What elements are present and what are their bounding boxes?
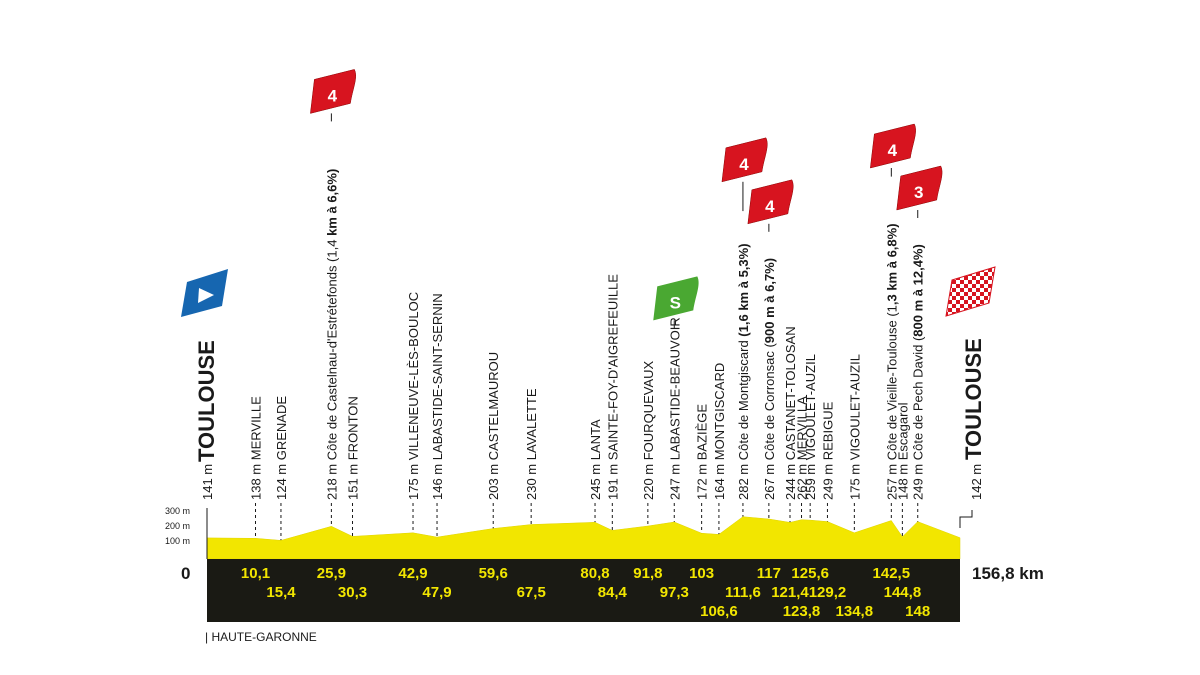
sprint-flag-icon: S <box>653 276 699 329</box>
km-marker: 84,4 <box>598 584 628 601</box>
flag-shape <box>747 179 794 225</box>
flag-shape <box>870 123 916 169</box>
waypoint-label: 244 m CASTANET-TOLOSAN <box>783 326 798 500</box>
km-markers: 10,1 15,4 25,9 30,3 42,9 47,9 59,6 67,5 80,8 84,4… <box>241 565 930 620</box>
km-marker: 25,9 <box>317 565 346 582</box>
waypoint-label: 267 m Côte de Corronsac (900 m à 6,7%) <box>762 258 777 500</box>
region-label: | HAUTE-GARONNE <box>205 630 317 644</box>
km-marker: 129,2 <box>809 584 847 601</box>
elevation-profile-area <box>206 516 961 560</box>
km-marker: 97,3 <box>660 584 689 601</box>
flag-shape <box>310 69 356 114</box>
km-marker: 59,6 <box>479 565 508 582</box>
km-marker: 91,8 <box>633 565 662 582</box>
sprint-symbol: S <box>670 293 681 312</box>
waypoint-label: 262 m MERVILLA <box>795 396 810 500</box>
km-marker: 106,6 <box>700 603 738 620</box>
km-marker: 121,4 <box>771 584 809 601</box>
waypoint-label: 249 m Côte de Pech David (800 m à 12,4%) <box>911 244 926 500</box>
km-marker: 125,6 <box>791 565 829 582</box>
climb-category-number: 4 <box>328 86 338 105</box>
finish-city-altitude: 142 m <box>969 464 984 500</box>
start-city-name: TOULOUSE <box>194 340 219 462</box>
waypoint-label: 218 m Côte de Castelnau-d'Estrétefonds (… <box>324 169 339 500</box>
waypoint-label: 230 m LAVALETTE <box>524 388 539 500</box>
waypoint-label: 220 m FOURQUEVAUX <box>641 360 656 500</box>
finish-city-label: 142 m TOULOUSE <box>961 338 986 500</box>
elevation-tick-100: 100 m <box>165 536 190 546</box>
climb-category-number: 4 <box>765 197 775 216</box>
elevation-tick-300: 300 m <box>165 506 190 516</box>
waypoint-label: 172 m BAZIÈGE <box>695 404 710 500</box>
waypoint-label: 259 m VIGOULET-AUZIL <box>803 354 818 500</box>
waypoint-label: 245 m LANTA <box>588 419 603 500</box>
waypoint-label: 124 m GRENADE <box>274 396 289 500</box>
finish-city-name: TOULOUSE <box>961 338 986 460</box>
waypoint-label: 257 m Côte de Vieille-Toulouse (1,3 km à… <box>884 223 899 500</box>
climb-category-flag-icon: 4 <box>310 69 356 122</box>
flag-shape <box>721 137 768 183</box>
waypoint-label: 148 m Escagarol <box>895 402 910 500</box>
start-city-label: 141 m TOULOUSE <box>194 340 219 500</box>
climb-category-number: 4 <box>739 155 749 174</box>
km-marker: 15,4 <box>266 584 296 601</box>
waypoint-label: 151 m FRONTON <box>346 396 361 500</box>
km-marker: 111,6 <box>725 584 761 601</box>
waypoint-label: 249 m REBIGUE <box>821 401 836 500</box>
km-marker: 10,1 <box>241 565 270 582</box>
km-marker: 117 <box>757 565 781 582</box>
climb-category-flag-icon: 4 <box>721 137 768 212</box>
km-marker: 142,5 <box>873 565 911 582</box>
km-marker: 80,8 <box>580 565 609 582</box>
km-marker: 103 <box>689 565 714 582</box>
climb-category-flag-icon: 3 <box>896 165 943 218</box>
climb-category-number: 4 <box>888 141 898 160</box>
category-flags: 4 S 4 4 4 3 <box>310 69 943 329</box>
waypoint-label: 247 m LABASTIDE-BEAUVOIR <box>667 317 682 500</box>
climb-category-flag-icon: 4 <box>870 123 916 177</box>
km-marker: 123,8 <box>783 603 821 620</box>
start-flag-icon <box>181 269 228 317</box>
flag-shape <box>653 276 699 321</box>
waypoint-label: 138 m MERVILLE <box>249 396 264 500</box>
finish-flag-icon <box>945 266 996 317</box>
km-marker: 148 <box>905 603 930 620</box>
waypoint-label: 146 m LABASTIDE-SAINT-SERNIN <box>430 293 445 500</box>
finish-distance-label: 156,8 km <box>972 564 1044 583</box>
km-marker: 42,9 <box>398 565 427 582</box>
waypoint-label: 175 m VILLENEUVE-LÈS-BOULOC <box>406 292 421 500</box>
climb-category-flag-icon: 4 <box>747 179 794 232</box>
waypoint-label: 175 m VIGOULET-AUZIL <box>847 354 862 500</box>
distance-base-band <box>207 559 960 622</box>
flag-shape <box>896 165 943 211</box>
km-marker: 47,9 <box>422 584 451 601</box>
waypoint-label: 191 m SAINTE-FOY-D'AIGREFEUILLE <box>605 274 620 500</box>
climb-category-number: 3 <box>914 183 923 202</box>
elevation-tick-200: 200 m <box>165 521 190 531</box>
finish-leader <box>959 510 973 528</box>
waypoint-label: 164 m MONTGISCARD <box>712 363 727 500</box>
km-marker: 144,8 <box>884 584 922 601</box>
start-distance-label: 0 <box>181 564 190 583</box>
waypoint-label: 203 m CASTELMAUROU <box>486 352 501 500</box>
waypoint-labels: 138 m MERVILLE 124 m GRENADE 218 m Côte de… <box>249 169 926 500</box>
km-marker: 30,3 <box>338 584 367 601</box>
start-city-altitude: 141 m <box>200 464 215 500</box>
waypoint-label: 282 m Côte de Montgiscard (1,6 km à 5,3%… <box>736 243 751 500</box>
km-marker: 67,5 <box>517 584 546 601</box>
km-marker: 134,8 <box>836 603 874 620</box>
